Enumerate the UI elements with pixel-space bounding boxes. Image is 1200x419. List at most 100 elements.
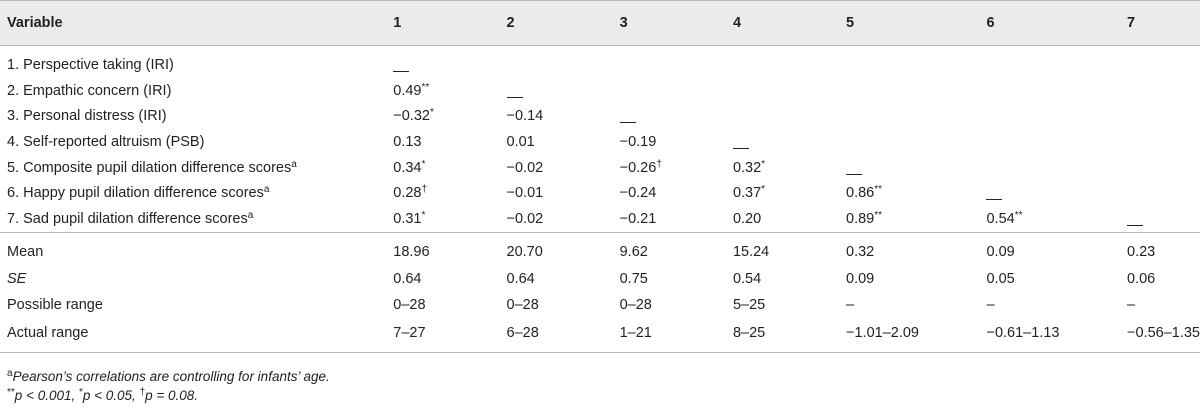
- correlation-cell: 0.86**: [839, 180, 979, 206]
- header-col-6: 6: [979, 0, 1121, 46]
- correlation-cell: 0.13: [386, 129, 499, 155]
- header-variable: Variable: [0, 0, 387, 46]
- row-label: 1. Perspective taking (IRI): [7, 57, 174, 73]
- table-row: 6. Happy pupil dilation difference score…: [0, 180, 1200, 206]
- note-a-text: Pearson’s correlations are controlling f…: [12, 369, 330, 384]
- stats-value: 0.32: [839, 231, 980, 267]
- stats-value: 6–28: [499, 317, 613, 353]
- correlation-cell: [1120, 206, 1200, 232]
- stats-value: 9.62: [612, 231, 726, 267]
- stats-label: Mean: [0, 231, 387, 267]
- correlation-cell: −0.14: [500, 104, 613, 130]
- stats-value: 0–28: [619, 296, 652, 313]
- correlation-cell: 0.31*: [386, 206, 499, 232]
- stats-row: Mean 18.96 20.70 9.62 15.24 0.32 0.09 0.23: [0, 231, 1200, 267]
- stats-label: Possible range: [7, 296, 103, 313]
- stats-row: SE 0.64 0.64 0.75 0.54 0.09 0.05 0.06: [0, 267, 1200, 293]
- correlation-value: 0.32: [732, 159, 762, 176]
- correlation-value: 0.20: [732, 210, 762, 227]
- stats-value: 0.09: [846, 271, 875, 288]
- sig-text-2: p < 0.05,: [82, 388, 140, 403]
- correlation-cell: [613, 104, 726, 130]
- significance-marker: †: [421, 184, 428, 196]
- sig-marker-1: **: [7, 387, 15, 398]
- correlation-cell: [1120, 129, 1200, 155]
- correlation-cell: [500, 46, 613, 79]
- correlation-cell: −0.26†: [613, 155, 726, 181]
- stats-value: –: [846, 296, 855, 313]
- stats-value: 0.09: [979, 231, 1121, 267]
- header-col-7: 7: [1120, 0, 1200, 46]
- stats-value: 0.75: [619, 271, 648, 288]
- correlation-cell: [979, 155, 1120, 181]
- stats-label: Actual range: [0, 317, 387, 353]
- diagonal-dash: [732, 134, 749, 149]
- correlation-cell: 0.54**: [979, 206, 1120, 232]
- table-row: 5. Composite pupil dilation difference s…: [0, 155, 1200, 181]
- stats-value: 7–27: [386, 317, 500, 353]
- correlation-cell: [839, 129, 979, 155]
- correlation-value: −0.14: [506, 108, 544, 125]
- correlation-cell: [386, 46, 499, 79]
- correlation-value: 0.01: [506, 133, 535, 150]
- correlation-cell: [613, 46, 726, 79]
- correlation-cell: [979, 180, 1120, 206]
- correlation-value: 0.89: [846, 210, 875, 227]
- correlation-value: −0.32: [393, 108, 430, 125]
- sig-text-3: p = 0.08.: [145, 388, 199, 403]
- row-label: 6. Happy pupil dilation difference score…: [7, 185, 264, 202]
- row-label-footnote: a: [291, 158, 297, 170]
- correlation-value: −0.21: [619, 210, 657, 227]
- header-col-2: 2: [499, 0, 613, 46]
- sig-text-1: p < 0.001,: [14, 388, 79, 403]
- stats-value: 0.54: [732, 271, 762, 288]
- row-label: 2. Empathic concern (IRI): [7, 82, 172, 99]
- header-col-3: 3: [612, 0, 726, 46]
- correlation-cell: −0.32*: [386, 104, 499, 130]
- stats-value: −0.56–1.35: [1120, 317, 1200, 353]
- significance-marker: *: [421, 209, 426, 221]
- stats-value: 0.64: [393, 271, 422, 288]
- diagonal-dash: [506, 83, 523, 98]
- correlation-value: −0.02: [506, 159, 544, 176]
- stats-value: −1.01–2.09: [839, 317, 980, 353]
- correlation-value: −0.24: [619, 185, 657, 202]
- table-row: 7. Sad pupil dilation difference scoresa…: [0, 206, 1200, 232]
- correlation-cell: −0.21: [613, 206, 726, 232]
- sig-marker-3: †: [139, 387, 146, 398]
- correlation-cell: [1120, 180, 1200, 206]
- correlation-cell: [839, 155, 979, 181]
- correlation-cell: [979, 78, 1120, 104]
- correlation-value: 0.31: [393, 210, 422, 227]
- correlation-value: 0.86: [846, 185, 875, 202]
- stats-row: Possible range 0–28 0–28 0–28 5–25 – – –: [0, 292, 1200, 318]
- correlation-cell: [726, 129, 839, 155]
- correlation-table: Variable 1 2 3 4 5 6 7 1. Perspective ta…: [0, 0, 1200, 353]
- significance-marker: †: [656, 158, 662, 170]
- row-label-cell: 4. Self-reported altruism (PSB): [0, 129, 386, 155]
- correlation-cell: [839, 46, 979, 79]
- row-label: 3. Personal distress (IRI): [7, 108, 167, 125]
- correlation-value: −0.26: [619, 159, 657, 176]
- correlation-cell: [1120, 78, 1200, 104]
- stats-value: 0–28: [393, 296, 426, 313]
- note-a-marker: a: [7, 368, 13, 379]
- stats-value: 0.06: [1127, 271, 1156, 288]
- correlation-cell: [979, 129, 1120, 155]
- stats-value: −0.61–1.13: [979, 317, 1121, 353]
- stats-value: 15.24: [725, 231, 840, 267]
- stats-row: Actual range 7–27 6–28 1–21 8–25 −1.01–2.09 −0…: [0, 317, 1200, 353]
- correlation-value: 0.13: [393, 133, 422, 150]
- table-row: 4. Self-reported altruism (PSB) 0.13 0.01 −…: [0, 129, 1200, 155]
- row-label-cell: 2. Empathic concern (IRI): [0, 78, 386, 104]
- correlation-cell: [1120, 46, 1200, 79]
- stats-value: 5–25: [732, 296, 766, 313]
- row-label: 7. Sad pupil dilation difference scores: [7, 210, 248, 227]
- correlation-cell: 0.01: [500, 129, 613, 155]
- row-label: 5. Composite pupil dilation difference s…: [7, 159, 292, 176]
- correlation-cell: [1120, 104, 1200, 130]
- correlation-cell: [613, 78, 726, 104]
- header-col-1: 1: [386, 0, 500, 46]
- correlation-value: −0.02: [506, 210, 544, 227]
- diagonal-dash: [393, 57, 410, 72]
